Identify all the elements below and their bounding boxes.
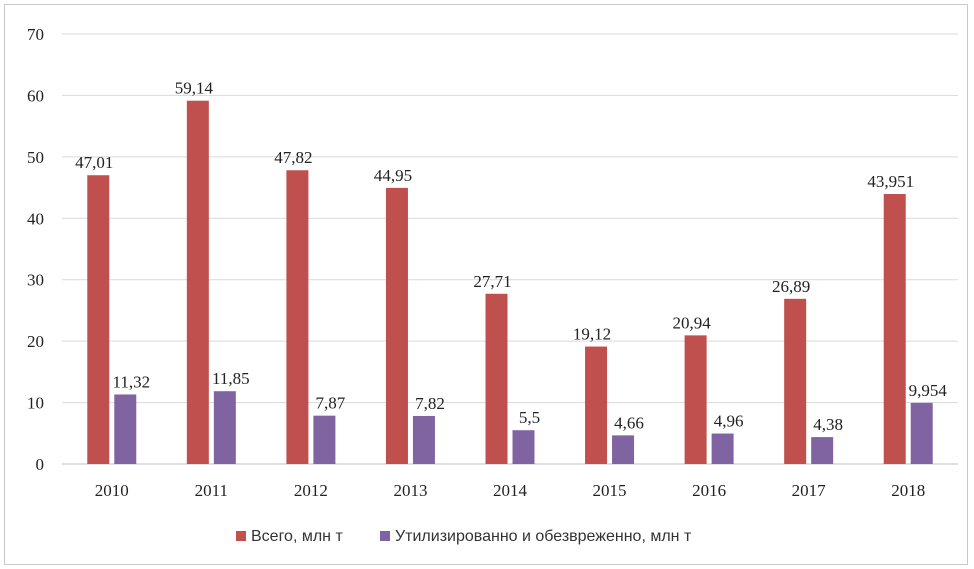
bar-utilized-2016 [711, 433, 734, 464]
bar-utilized-2018 [910, 402, 933, 464]
x-axis-ticks: 2010 2011 2012 2013 2014 2015 2016 2017 2018 [95, 481, 925, 500]
data-label: 7,87 [316, 394, 346, 413]
data-label: 27,71 [473, 272, 511, 291]
bar-utilized-2015 [612, 435, 635, 464]
bar-total-2015 [585, 346, 608, 464]
bar-total-2011 [186, 100, 209, 464]
y-tick-label: 70 [27, 25, 44, 44]
data-labels: 47,01 11,32 59,14 11,85 47,82 7,87 44,95 7,82 27… [75, 79, 947, 434]
bar-total-2018 [883, 194, 906, 464]
legend-swatch-utilized [380, 531, 390, 541]
bar-total-2017 [784, 298, 807, 464]
data-label: 47,01 [75, 153, 113, 172]
legend-label-utilized: Утилизированно и обезвреженно, млн т [395, 528, 692, 545]
bar-utilized-2013 [412, 415, 435, 464]
bar-utilized-2011 [213, 391, 236, 464]
x-tick-label: 2011 [195, 481, 228, 500]
bar-total-2012 [286, 170, 309, 464]
bar-utilized-2017 [811, 437, 834, 464]
bar-total-2016 [684, 335, 707, 464]
legend-label-total: Всего, млн т [251, 528, 343, 545]
legend-swatch-total [236, 531, 246, 541]
data-label: 43,951 [867, 172, 914, 191]
bar-utilized-2010 [114, 394, 137, 464]
gridlines [62, 33, 958, 465]
data-label: 9,954 [909, 381, 948, 400]
data-label: 26,89 [772, 277, 810, 296]
data-label: 20,94 [672, 313, 711, 332]
y-tick-label: 60 [27, 86, 44, 105]
bar-total-2013 [385, 187, 408, 464]
data-label: 4,66 [614, 413, 644, 432]
x-tick-label: 2010 [95, 481, 129, 500]
data-label: 59,14 [175, 79, 214, 98]
x-tick-label: 2012 [294, 481, 328, 500]
y-tick-label: 10 [27, 394, 44, 413]
y-tick-label: 40 [27, 209, 44, 228]
data-label: 47,82 [274, 148, 312, 167]
data-label: 44,95 [374, 166, 412, 185]
bars [87, 100, 933, 464]
bar-utilized-2012 [313, 415, 336, 464]
chart-frame [4, 4, 968, 565]
y-tick-label: 20 [27, 332, 44, 351]
data-label: 5,5 [519, 408, 540, 427]
y-axis-ticks: 0 10 20 30 40 50 60 70 [27, 25, 44, 474]
bar-total-2010 [87, 175, 110, 464]
data-label: 11,85 [212, 369, 250, 388]
bar-total-2014 [485, 293, 508, 464]
x-tick-label: 2013 [393, 481, 427, 500]
bar-utilized-2014 [512, 430, 535, 464]
x-tick-label: 2018 [891, 481, 925, 500]
data-label: 19,12 [573, 325, 611, 344]
x-tick-label: 2015 [593, 481, 627, 500]
legend: Всего, млн т Утилизированно и обезвреженн… [236, 528, 692, 545]
y-tick-label: 0 [36, 455, 45, 474]
data-label: 7,82 [415, 394, 445, 413]
x-tick-label: 2014 [493, 481, 528, 500]
y-tick-label: 30 [27, 271, 44, 290]
x-tick-label: 2017 [792, 481, 827, 500]
x-tick-label: 2016 [692, 481, 726, 500]
data-label: 4,38 [813, 415, 843, 434]
data-label: 11,32 [112, 372, 150, 391]
data-label: 4,96 [714, 412, 744, 431]
y-tick-label: 50 [27, 148, 44, 167]
